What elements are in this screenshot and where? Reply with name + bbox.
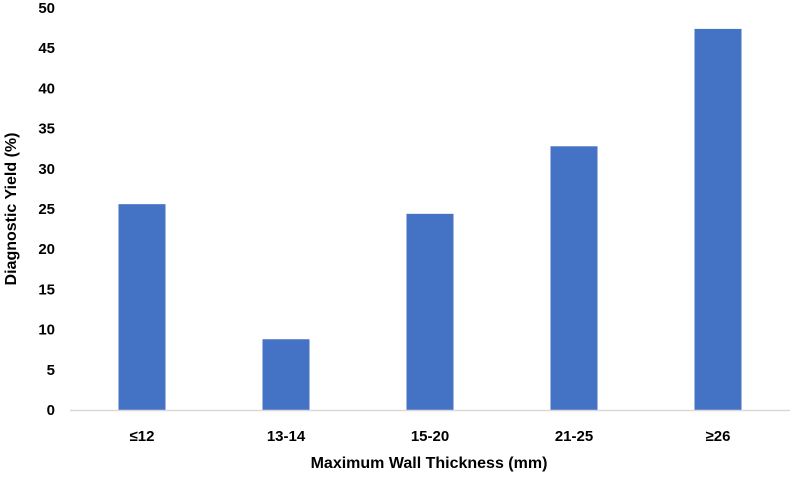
x-axis-title: Maximum Wall Thickness (mm) bbox=[311, 455, 548, 472]
bar bbox=[118, 204, 166, 410]
y-tick-label: 10 bbox=[38, 322, 55, 339]
bar bbox=[406, 213, 454, 410]
bar bbox=[262, 339, 310, 410]
bar bbox=[694, 28, 742, 411]
y-axis-ticks: 0 5 10 15 20 25 30 35 40 45 50 bbox=[38, 0, 55, 419]
y-tick-label: 15 bbox=[38, 281, 55, 298]
x-tick-label: 21-25 bbox=[555, 428, 593, 445]
x-axis-ticks: ≤12 13-14 15-20 21-25 ≥26 bbox=[130, 428, 731, 445]
y-tick-label: 5 bbox=[47, 362, 55, 379]
x-tick-label: 15-20 bbox=[411, 428, 449, 445]
bars bbox=[118, 28, 742, 411]
y-tick-label: 45 bbox=[38, 40, 55, 57]
y-tick-label: 20 bbox=[38, 241, 55, 258]
y-tick-label: 35 bbox=[38, 121, 55, 138]
x-tick-label: ≤12 bbox=[130, 428, 155, 445]
bar bbox=[550, 146, 598, 410]
y-tick-label: 30 bbox=[38, 161, 55, 178]
y-tick-label: 0 bbox=[47, 402, 55, 419]
x-tick-label: 13-14 bbox=[267, 428, 306, 445]
y-tick-label: 40 bbox=[38, 80, 55, 97]
y-axis-title: Diagnostic Yield (%) bbox=[3, 133, 20, 286]
y-tick-label: 50 bbox=[38, 0, 55, 17]
x-tick-label: ≥26 bbox=[706, 428, 731, 445]
y-tick-label: 25 bbox=[38, 201, 55, 218]
